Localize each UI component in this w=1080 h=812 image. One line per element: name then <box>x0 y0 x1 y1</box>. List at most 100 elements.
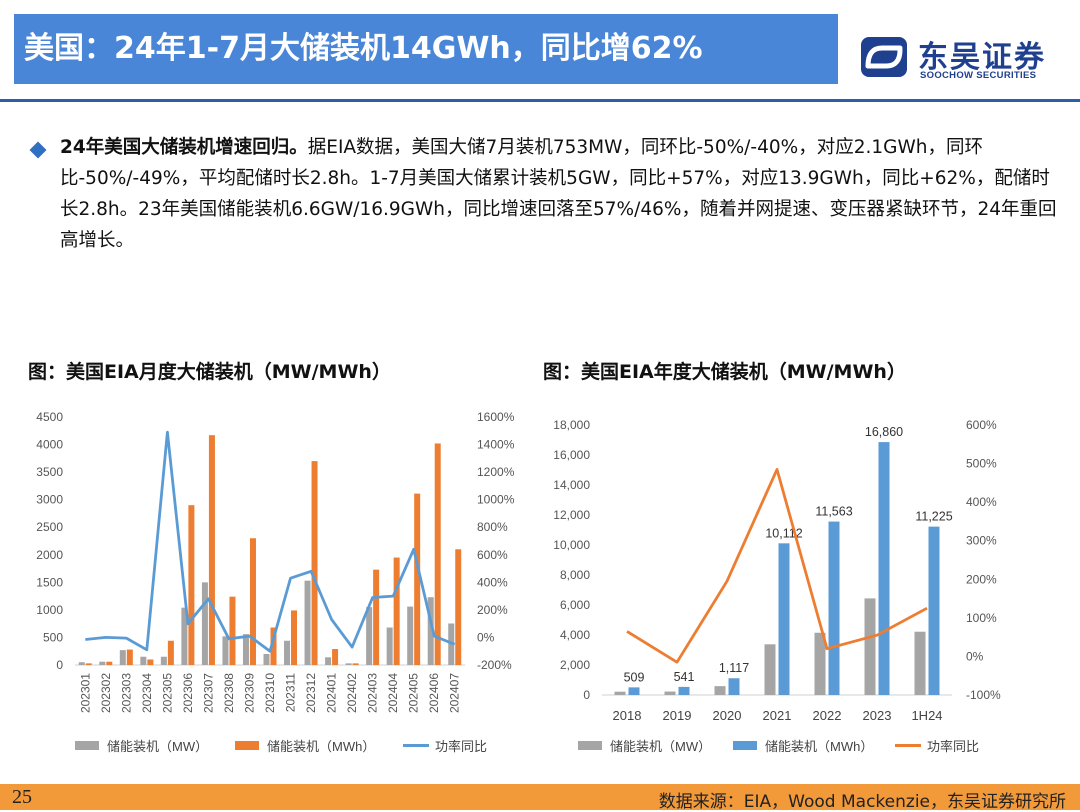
bar-mw <box>614 691 626 695</box>
x-axis-tick-label: 202404 <box>386 673 400 713</box>
right-axis-tick-label: 100% <box>966 611 997 625</box>
bar-mwh <box>828 521 840 695</box>
x-axis-tick-label: 2020 <box>713 708 742 723</box>
bar-mw <box>427 597 434 665</box>
left-axis-tick-label: 2500 <box>36 520 63 534</box>
bar-mwh <box>270 627 277 665</box>
legend-swatch <box>235 741 259 750</box>
bar-mw <box>119 650 126 665</box>
bar-mw <box>304 580 311 665</box>
right-axis-tick-label: 1400% <box>477 438 515 452</box>
x-axis-tick-label: 202402 <box>345 673 359 713</box>
bar-mw <box>181 607 188 665</box>
x-axis-tick-label: 202304 <box>140 673 154 713</box>
legend-label: 储能装机（MW） <box>610 739 711 754</box>
legend-swatch <box>75 741 99 750</box>
right-axis-tick-label: 800% <box>477 520 508 534</box>
x-axis-tick-label: 202311 <box>284 673 298 712</box>
bar-data-label: 11,225 <box>915 510 952 524</box>
x-axis-tick-label: 202307 <box>201 673 215 713</box>
bar-mw <box>284 640 291 665</box>
bar-mwh <box>878 442 890 695</box>
bar-mwh <box>928 526 940 695</box>
legend-label: 功率同比 <box>435 739 487 754</box>
right-axis-tick-label: 1000% <box>477 493 515 507</box>
yoy-growth-line <box>85 430 456 653</box>
bar-mw <box>864 598 876 695</box>
summary-lead: 24年美国大储装机增速回归。 <box>60 137 308 158</box>
bar-mwh <box>291 610 298 665</box>
left-axis-tick-label: 6,000 <box>560 598 590 612</box>
annual-chart-title: 图：美国EIA年度大储装机（MW/MWh） <box>543 361 906 383</box>
left-axis-tick-label: 0 <box>583 688 590 702</box>
bar-mwh <box>778 543 790 695</box>
left-axis-tick-label: 1000 <box>36 603 63 617</box>
footer-bar: 25 数据来源：EIA，Wood Mackenzie，东吴证券研究所 <box>0 784 1080 812</box>
bar-mw <box>78 662 85 665</box>
x-axis-tick-label: 202401 <box>325 673 339 713</box>
x-axis-tick-label: 202305 <box>160 673 174 713</box>
bar-mw <box>386 627 393 665</box>
right-axis-tick-label: 0% <box>477 630 495 644</box>
logo-chinese-name: 东吴证券 <box>918 40 1046 75</box>
left-axis-tick-label: 500 <box>43 630 63 644</box>
x-axis-tick-label: 202308 <box>222 673 236 713</box>
company-logo: 东吴证券 SOOCHOW SECURITIES <box>860 34 1060 84</box>
bar-mw <box>664 691 676 695</box>
monthly-chart-title: 图：美国EIA月度大储装机（MW/MWh） <box>28 361 391 383</box>
bar-mwh <box>167 640 174 665</box>
left-axis-tick-label: 4,000 <box>560 628 590 642</box>
yoy-growth-line <box>626 468 928 664</box>
diamond-bullet-icon <box>29 141 47 159</box>
summary-bullet: 24年美国大储装机增速回归。据EIA数据，美国大储7月装机753MW，同环比-5… <box>28 132 1063 256</box>
soochow-logo-icon <box>861 37 907 77</box>
header-divider <box>0 99 1080 102</box>
x-axis-tick-label: 202303 <box>119 673 133 713</box>
x-axis-tick-label: 202312 <box>304 673 318 713</box>
bar-mwh <box>249 538 256 665</box>
legend-label: 储能装机（MWh） <box>267 739 375 754</box>
bar-data-label: 11,563 <box>815 505 852 519</box>
bar-mw <box>914 631 926 695</box>
right-axis-tick-label: 400% <box>966 495 997 509</box>
left-axis-tick-label: 4500 <box>36 410 63 424</box>
legend-label: 功率同比 <box>927 739 979 754</box>
bar-data-label: 541 <box>674 670 695 684</box>
x-axis-tick-label: 2022 <box>813 708 842 723</box>
left-axis-tick-label: 8,000 <box>560 568 590 582</box>
x-axis-tick-label: 2023 <box>863 708 892 723</box>
right-axis-tick-label: 200% <box>477 603 508 617</box>
bar-mwh <box>311 461 318 665</box>
left-axis-tick-label: 16,000 <box>553 448 590 462</box>
summary-paragraph: 24年美国大储装机增速回归。据EIA数据，美国大储7月装机753MW，同环比-5… <box>60 132 1063 256</box>
bar-mw <box>345 663 352 665</box>
right-axis-tick-label: -100% <box>966 688 1001 702</box>
right-axis-tick-label: 400% <box>477 575 508 589</box>
bar-mwh <box>434 443 441 665</box>
x-axis-tick-label: 202302 <box>99 673 113 713</box>
right-axis-tick-label: -200% <box>477 658 512 672</box>
right-axis-tick-label: 600% <box>966 418 997 432</box>
bar-mwh <box>455 549 462 665</box>
bar-mwh <box>393 557 400 665</box>
bar-mwh <box>678 686 690 695</box>
left-axis-tick-label: 2,000 <box>560 658 590 672</box>
x-axis-tick-label: 202406 <box>427 673 441 713</box>
right-axis-tick-label: 200% <box>966 572 997 586</box>
bar-mw <box>714 686 726 695</box>
x-axis-tick-label: 202407 <box>448 673 462 713</box>
page-number: 25 <box>12 786 32 808</box>
right-axis-tick-label: 0% <box>966 649 984 663</box>
x-axis-tick-label: 202309 <box>242 673 256 713</box>
left-axis-tick-label: 1500 <box>36 575 63 589</box>
right-axis-tick-label: 1600% <box>477 410 515 424</box>
bar-mwh <box>106 661 113 665</box>
right-axis-tick-label: 1200% <box>477 465 515 479</box>
bar-mwh <box>229 596 236 665</box>
left-axis-tick-label: 18,000 <box>553 418 590 432</box>
x-axis-tick-label: 202301 <box>78 673 92 713</box>
legend-swatch <box>578 741 602 750</box>
bar-mwh <box>332 649 339 665</box>
left-axis-tick-label: 3500 <box>36 465 63 479</box>
bar-data-label: 1,117 <box>719 661 749 675</box>
